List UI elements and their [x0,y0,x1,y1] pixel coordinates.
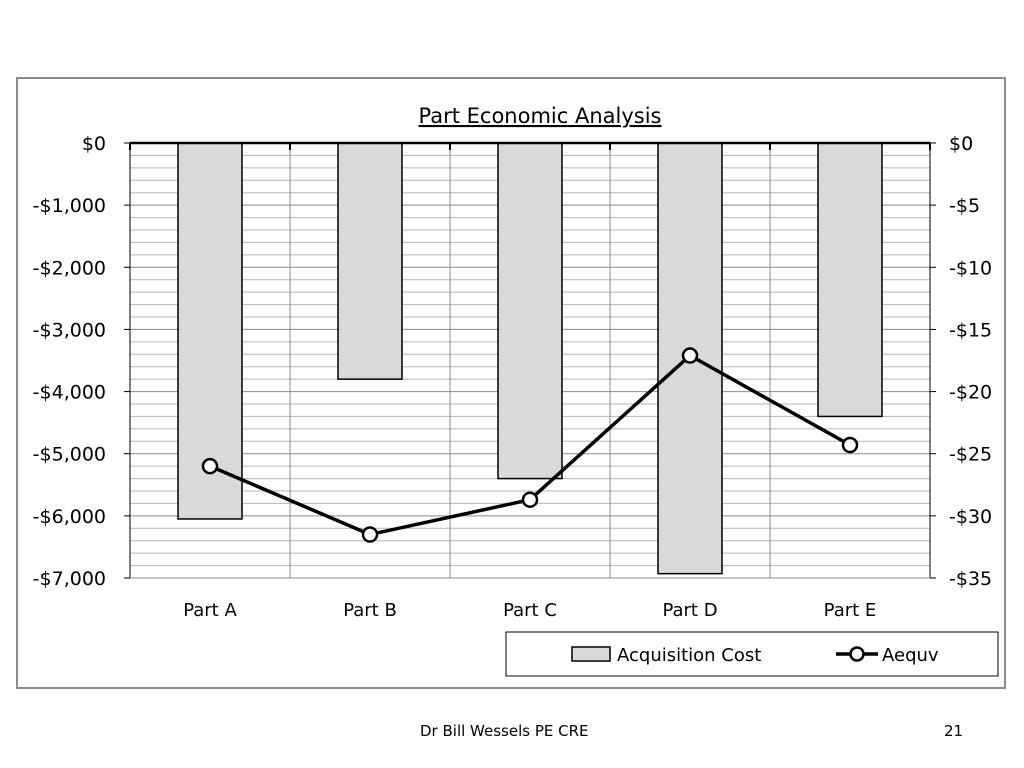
y2-tick-label: -$15 [949,319,992,341]
aequv-point [201,457,219,475]
y-tick-label: -$5,000 [33,444,106,466]
y2-tick-label: -$35 [949,568,992,590]
y-tick-label: -$6,000 [33,506,106,528]
y2-tick-label: -$10 [949,257,992,279]
y2-tick-label: -$30 [949,506,992,528]
y2-tick-label: -$5 [949,195,980,217]
legend-swatch-marker [849,646,865,662]
y-tick-label: -$7,000 [33,568,106,590]
y-tick-label: $0 [82,133,106,155]
chart: $0 -$1,000 -$2,000 -$3,000 -$4,000 -$5,000 -$6… [33,104,999,677]
x-tick-label: Part A [183,600,237,621]
y2-tick-label: -$20 [949,382,992,404]
bar [817,142,883,418]
x-tick-label: Part C [503,600,557,621]
legend-swatch-bar [571,646,611,662]
chart-title: Part Economic Analysis [419,104,662,128]
x-tick-label: Part E [824,600,877,621]
footer-author: Dr Bill Wessels PE CRE [420,722,589,740]
bar [337,142,403,380]
y2-tick-label: $0 [949,133,973,155]
aequv-point [841,436,859,454]
aequv-point [681,347,699,364]
y-tick-label: -$2,000 [33,257,106,279]
y-tick-label: -$4,000 [33,382,106,404]
y-tick-label: -$1,000 [33,195,106,217]
aequv-point [361,526,379,543]
x-tick-label: Part B [343,600,397,621]
chart-frame: $0 -$1,000 -$2,000 -$3,000 -$4,000 -$5,000 -$6… [16,77,1006,689]
bar [657,142,723,575]
aequv-point [521,491,539,508]
legend-label-acquisition-cost: Acquisition Cost [617,645,761,666]
y-tick-label: -$3,000 [33,319,106,341]
bar [497,142,563,480]
page-number: 21 [944,722,964,740]
x-tick-label: Part D [662,600,717,621]
legend-label-aequv: Aequv [882,645,939,666]
y2-tick-label: -$25 [949,444,992,466]
